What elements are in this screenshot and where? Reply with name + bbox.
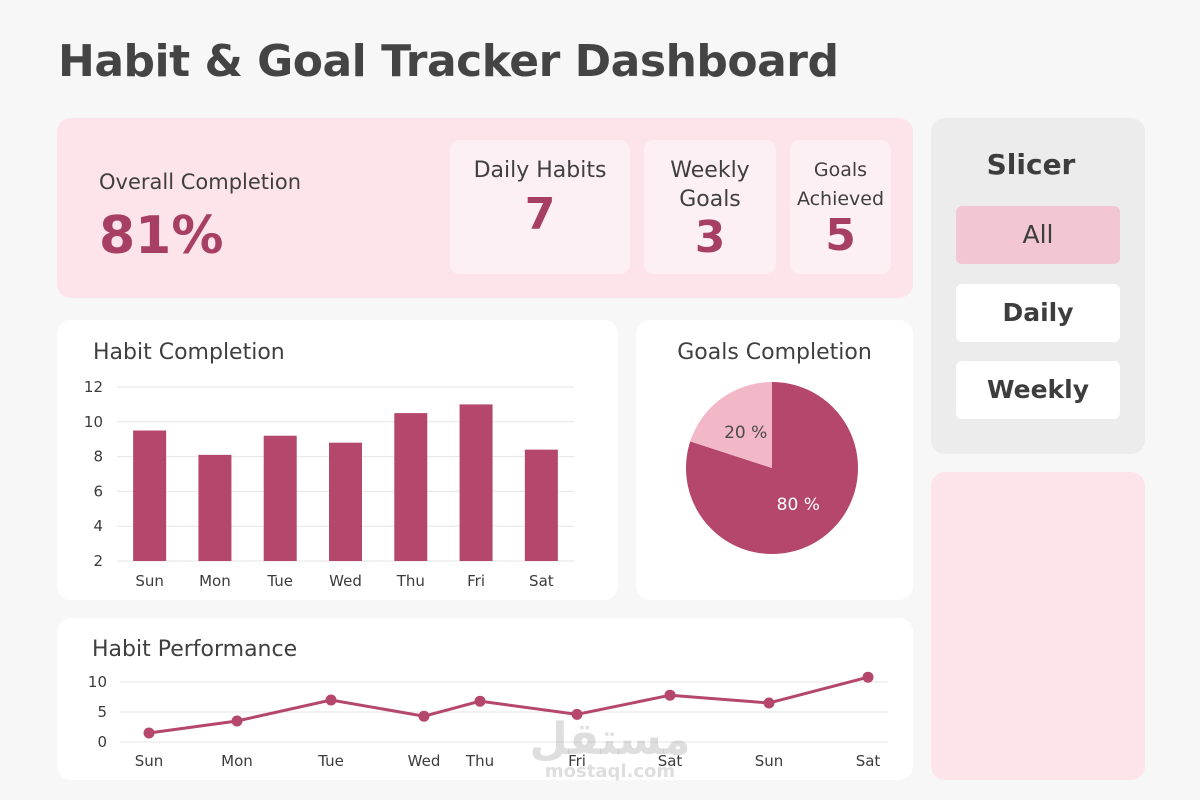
goals-achieved-card: Goals Achieved 5 bbox=[790, 140, 891, 274]
habit-completion-panel: Habit Completion 2 4 6 8 10 12 Sun Mon Tue Wed Thu… bbox=[57, 320, 618, 600]
y-tick-label: 4 bbox=[93, 517, 103, 535]
y-tick-label: 2 bbox=[93, 552, 103, 570]
overall-completion-label: Overall Completion bbox=[99, 170, 302, 194]
performance-line bbox=[148, 675, 869, 735]
goals-completion-title: Goals Completion bbox=[677, 340, 872, 365]
watermark: مستقل mostaql.com bbox=[510, 718, 710, 782]
slicer-panel: Slicer All Daily Weekly bbox=[931, 118, 1145, 454]
watermark-logo: مستقل bbox=[529, 714, 691, 765]
pie-slice-20[interactable] bbox=[690, 382, 772, 468]
y-tick-label: 0 bbox=[97, 733, 107, 751]
daily-habits-card: Daily Habits 7 bbox=[450, 140, 630, 274]
habit-performance-chart: 0 5 10 Sun Mon Tue Wed Thu Fri Sat Sun Sat bbox=[88, 671, 888, 770]
x-tick-label: Thu bbox=[396, 572, 425, 590]
weekly-goals-label-line2: Goals bbox=[679, 187, 741, 212]
habit-performance-title: Habit Performance bbox=[92, 637, 298, 662]
x-tick-label: Tue bbox=[266, 572, 293, 590]
habit-performance-panel: Habit Performance 0 5 10 Sun Mon Tue Wed Thu Fri… bbox=[57, 618, 913, 780]
goals-completion-chart: 80 % 20 % bbox=[686, 382, 858, 554]
y-tick-label: 10 bbox=[84, 413, 103, 431]
dashboard-title: Habit & Goal Tracker Dashboard bbox=[58, 36, 839, 87]
bar-sat[interactable] bbox=[524, 449, 558, 561]
slicer-option-all[interactable]: All bbox=[956, 206, 1120, 264]
y-tick-label: 10 bbox=[88, 673, 107, 691]
watermark-url: mostaql.com bbox=[544, 761, 676, 782]
x-tick-label: Sun bbox=[755, 752, 784, 770]
line-point[interactable] bbox=[664, 689, 676, 701]
goals-achieved-label-line2: Achieved bbox=[796, 188, 885, 210]
y-tick-label: 12 bbox=[84, 378, 103, 396]
habit-completion-chart: 2 4 6 8 10 12 Sun Mon Tue Wed Thu Fri Sat bbox=[84, 378, 574, 590]
x-tick-label: Tue bbox=[317, 752, 344, 770]
empty-pink-panel bbox=[931, 472, 1145, 780]
bar-fri[interactable] bbox=[459, 404, 493, 561]
slicer-option-weekly[interactable]: Weekly bbox=[956, 361, 1120, 419]
daily-habits-label: Daily Habits bbox=[473, 158, 607, 183]
bar-mon[interactable] bbox=[198, 454, 232, 561]
line-point[interactable] bbox=[571, 708, 583, 720]
x-tick-label: Sun bbox=[135, 752, 164, 770]
x-tick-label: Sat bbox=[529, 572, 554, 590]
kpi-panel: Overall Completion 81% Daily Habits 7 We… bbox=[57, 118, 913, 298]
daily-habits-value: 7 bbox=[524, 189, 556, 240]
bar-thu[interactable] bbox=[394, 413, 428, 561]
bar-wed[interactable] bbox=[329, 442, 362, 561]
y-tick-label: 8 bbox=[93, 448, 103, 466]
x-tick-label: Fri bbox=[467, 572, 485, 590]
weekly-goals-card: Weekly Goals 3 bbox=[644, 140, 776, 274]
line-point[interactable] bbox=[862, 671, 874, 683]
weekly-goals-label-line1: Weekly bbox=[670, 158, 750, 183]
bar-sun[interactable] bbox=[133, 430, 167, 562]
line-point[interactable] bbox=[418, 710, 430, 722]
bar-tue[interactable] bbox=[263, 435, 297, 561]
line-point[interactable] bbox=[325, 694, 337, 706]
line-point[interactable] bbox=[143, 727, 155, 739]
x-tick-label: Sun bbox=[135, 572, 164, 590]
x-tick-label: Fri bbox=[568, 752, 586, 770]
x-tick-label: Thu bbox=[465, 752, 494, 770]
y-tick-label: 5 bbox=[97, 703, 107, 721]
goals-achieved-label-line1: Goals bbox=[813, 159, 868, 181]
slicer-title: Slicer bbox=[986, 148, 1076, 181]
weekly-goals-value: 3 bbox=[694, 212, 726, 263]
line-point[interactable] bbox=[474, 695, 486, 707]
x-tick-label: Mon bbox=[221, 752, 253, 770]
slicer-option-daily[interactable]: Daily bbox=[956, 284, 1120, 342]
pie-slice-label: 80 % bbox=[777, 495, 820, 515]
goals-achieved-value: 5 bbox=[825, 210, 856, 261]
x-tick-label: Wed bbox=[329, 572, 362, 590]
x-tick-label: Sat bbox=[658, 752, 683, 770]
x-tick-label: Mon bbox=[199, 572, 231, 590]
goals-completion-panel: Goals Completion 80 % 20 % bbox=[636, 320, 913, 600]
y-tick-label: 6 bbox=[93, 482, 103, 500]
overall-completion-value: 81% bbox=[99, 206, 224, 266]
line-point[interactable] bbox=[231, 715, 243, 727]
pie-slice-label: 20 % bbox=[724, 423, 767, 443]
x-tick-label: Wed bbox=[408, 752, 441, 770]
habit-completion-title: Habit Completion bbox=[93, 340, 285, 365]
x-tick-label: Sat bbox=[856, 752, 881, 770]
line-point[interactable] bbox=[763, 697, 775, 709]
